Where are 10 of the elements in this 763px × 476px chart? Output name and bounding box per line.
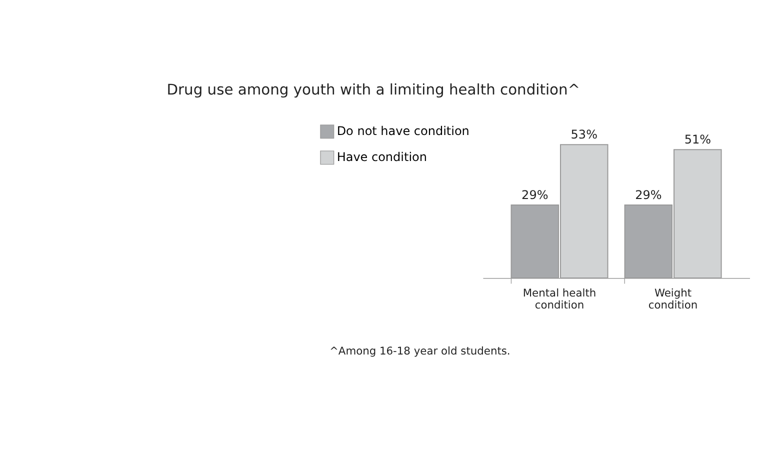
x-tick-label: Weight condition	[648, 286, 698, 312]
chart-title: Drug use among youth with a limiting health condition^	[166, 82, 580, 99]
data-label: 53%	[570, 128, 598, 142]
x-tick-label: Mental health condition	[522, 286, 596, 312]
text: ^Among 16-18 year old students.	[329, 344, 510, 358]
data-label: 51%	[684, 132, 711, 147]
legend-label: Have condition	[336, 150, 427, 164]
data-label: 29%	[635, 188, 662, 202]
data-label: 29%	[522, 188, 548, 202]
legend-label: Do not have condition	[336, 124, 470, 138]
